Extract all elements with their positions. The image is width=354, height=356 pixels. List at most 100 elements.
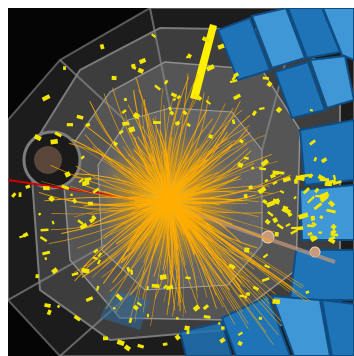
- energy-deposit: [276, 223, 284, 230]
- particle-track: [167, 73, 189, 201]
- energy-deposit: [70, 193, 73, 197]
- energy-deposit: [305, 290, 310, 294]
- energy-deposit: [136, 301, 143, 307]
- particle-track: [167, 199, 247, 300]
- energy-deposit: [265, 200, 276, 208]
- energy-deposit: [219, 337, 226, 344]
- energy-deposit: [186, 122, 192, 128]
- energy-deposit: [310, 236, 318, 243]
- particle-track: [89, 199, 169, 216]
- energy-deposit: [299, 173, 310, 178]
- energy-deposit: [264, 178, 269, 183]
- energy-deposit: [146, 286, 149, 291]
- energy-deposit: [139, 69, 143, 73]
- energy-deposit: [237, 340, 243, 347]
- energy-deposit: [272, 299, 281, 305]
- energy-deposit: [239, 294, 248, 299]
- energy-deposit: [264, 218, 271, 225]
- particle-track: [167, 199, 303, 289]
- energy-deposit: [259, 166, 267, 171]
- particle-track: [167, 199, 243, 312]
- energy-deposit: [176, 94, 182, 100]
- particle-track: [167, 199, 225, 300]
- energy-deposit: [308, 174, 313, 179]
- energy-deposit: [11, 192, 17, 198]
- particle-track: [51, 199, 169, 215]
- particle-track: [162, 199, 170, 271]
- particle-track: [167, 95, 210, 201]
- particle-track: [84, 124, 169, 201]
- particle-tracks: [38, 73, 311, 345]
- energy-deposit: [251, 110, 258, 117]
- energy-deposit: [78, 178, 84, 184]
- energy-deposit: [184, 325, 190, 331]
- energy-deposit: [221, 326, 225, 330]
- energy-deposit: [287, 212, 293, 218]
- energy-deposit: [278, 171, 285, 175]
- energy-deposit: [243, 247, 250, 253]
- particle-track: [167, 199, 270, 305]
- particle-track: [130, 199, 169, 243]
- energy-deposit: [262, 253, 269, 259]
- particle-track: [167, 199, 242, 244]
- energy-deposit: [217, 43, 225, 50]
- energy-deposit: [260, 158, 270, 167]
- particle-track: [167, 199, 249, 278]
- particle-track: [166, 100, 180, 201]
- particle-track: [44, 196, 169, 202]
- particle-track: [167, 198, 259, 203]
- particle-track: [167, 199, 220, 300]
- energy-deposit: [22, 231, 29, 238]
- energy-deposit: [182, 110, 188, 116]
- energy-deposit: [56, 304, 61, 309]
- energy-deposit: [92, 187, 100, 194]
- energy-deposit: [162, 284, 168, 290]
- particle-track: [167, 109, 177, 201]
- energy-deposit: [262, 199, 268, 205]
- particle-track: [167, 199, 251, 289]
- energy-deposit: [33, 134, 42, 142]
- energy-deposit: [274, 231, 279, 237]
- energy-deposit: [313, 156, 318, 162]
- particle-track: [167, 199, 176, 311]
- energy-deposit: [228, 263, 236, 270]
- energy-deposit: [51, 220, 55, 225]
- particle-track: [167, 199, 174, 305]
- particle-track: [101, 199, 169, 269]
- energy-deposit: [162, 342, 168, 347]
- particle-track: [102, 199, 169, 237]
- energy-deposit: [37, 212, 42, 216]
- energy-deposit: [40, 228, 49, 232]
- particle-track: [160, 88, 169, 201]
- energy-deposit: [311, 221, 317, 226]
- energy-deposit: [313, 202, 323, 211]
- energy-deposit: [237, 331, 244, 337]
- particle-track: [166, 76, 190, 201]
- energy-deposit: [261, 277, 270, 282]
- energy-deposit: [203, 315, 211, 319]
- energy-deposit: [128, 317, 133, 324]
- energy-deposit: [309, 108, 314, 112]
- energy-deposit: [64, 171, 71, 178]
- energy-deposit: [310, 215, 315, 221]
- energy-deposit: [50, 138, 59, 145]
- particle-track: [109, 199, 169, 293]
- particle-track: [94, 114, 169, 201]
- energy-deposit: [79, 222, 88, 230]
- particle-track: [167, 137, 228, 201]
- energy-deposit: [80, 155, 85, 160]
- particle-track: [167, 153, 273, 201]
- particle-track: [167, 199, 270, 274]
- energy-deposit: [123, 344, 132, 352]
- energy-deposit: [205, 99, 212, 105]
- energy-deposit: [307, 195, 315, 204]
- particle-track: [167, 92, 201, 201]
- energy-deposit: [320, 157, 328, 164]
- energy-deposit: [44, 257, 48, 261]
- energy-deposit: [186, 330, 190, 335]
- energy-deposit: [93, 248, 99, 254]
- energy-deposit: [319, 214, 324, 220]
- energy-deposit: [43, 185, 50, 191]
- energy-deposit: [293, 195, 297, 200]
